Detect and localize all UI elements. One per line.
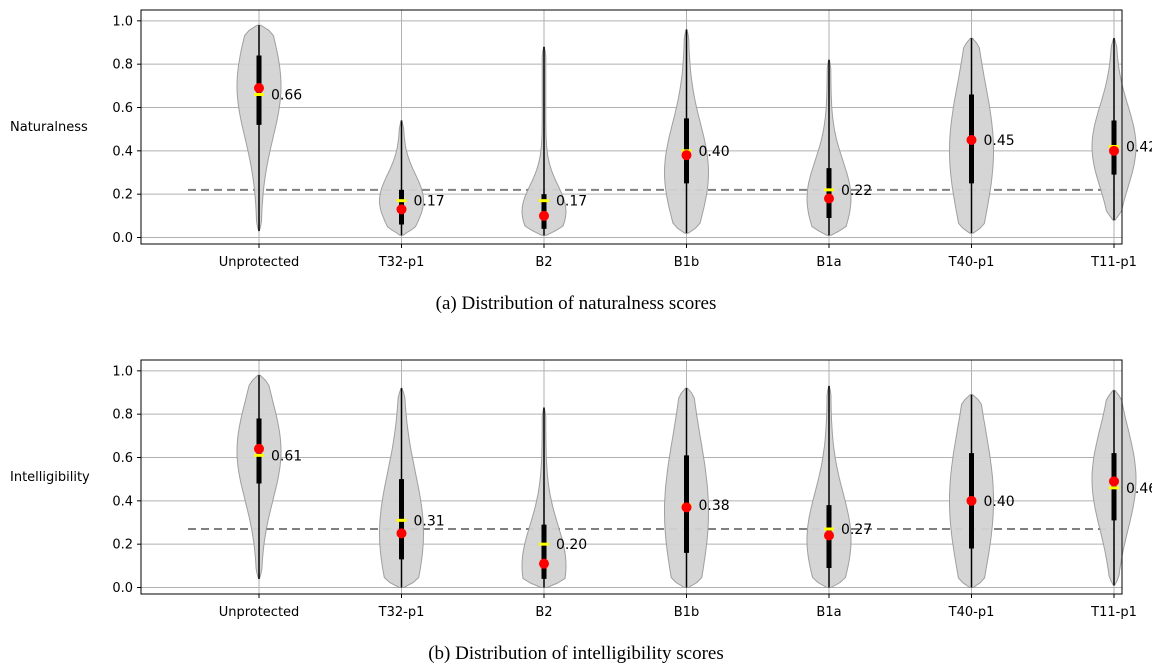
x-tick-label: T40-p1 bbox=[948, 605, 995, 620]
x-tick-label: T11-p1 bbox=[1090, 605, 1137, 620]
mean-value-label: 0.17 bbox=[556, 194, 587, 210]
y-tick-label: 0.8 bbox=[112, 408, 133, 423]
violin-t32-p1: 0.31 bbox=[378, 387, 445, 588]
mean-value-label: 0.40 bbox=[984, 494, 1015, 510]
median-point bbox=[1109, 145, 1119, 156]
mean-value-label: 0.66 bbox=[271, 88, 302, 104]
mean-value-label: 0.27 bbox=[841, 522, 872, 538]
mean-value-label: 0.22 bbox=[841, 183, 872, 199]
caption-b: (b) Distribution of intelligibility scor… bbox=[428, 643, 724, 664]
x-tick-label: Unprotected bbox=[219, 255, 300, 270]
median-point bbox=[966, 495, 977, 506]
naturalness-panel: 0.0 0.2 0.4 0.6 0.8 1.0 Unprotected T32-p1 B2 B1b… bbox=[10, 9, 1152, 270]
x-tick-label: T32-p1 bbox=[378, 605, 425, 620]
y-tick-label: 0.8 bbox=[112, 58, 133, 73]
violin-t11-p1: 0.42 bbox=[1091, 37, 1152, 221]
x-tick-label: B2 bbox=[535, 605, 552, 620]
median-point bbox=[681, 150, 692, 161]
violin-t11-p1: 0.46 bbox=[1091, 389, 1152, 586]
y-tick-label: 0.4 bbox=[112, 494, 133, 509]
x-tick-label: B1b bbox=[674, 605, 699, 620]
y-axis-label: Intelligibility bbox=[10, 470, 90, 485]
median-point bbox=[966, 135, 977, 145]
violin-b1b: 0.38 bbox=[664, 387, 730, 588]
median-point bbox=[539, 210, 549, 221]
x-tick-label: B2 bbox=[535, 255, 552, 270]
violin-t32-p1: 0.17 bbox=[378, 120, 445, 236]
y-tick-label: 0.2 bbox=[112, 538, 133, 553]
x-tick-label: B1a bbox=[816, 255, 841, 270]
median-point bbox=[539, 558, 549, 569]
median-point bbox=[396, 528, 407, 539]
y-tick-label: 0.0 bbox=[112, 581, 133, 596]
mean-value-label: 0.61 bbox=[271, 448, 302, 464]
violin-b2: 0.20 bbox=[521, 407, 587, 588]
axes-frame bbox=[140, 9, 1123, 245]
mean-value-label: 0.17 bbox=[414, 194, 445, 210]
y-tick-label: 0.6 bbox=[112, 451, 133, 466]
mean-value-label: 0.42 bbox=[1126, 140, 1152, 156]
y-axis-label: Naturalness bbox=[10, 120, 88, 135]
x-tick-label: B1a bbox=[816, 605, 841, 620]
median-point bbox=[396, 204, 407, 215]
x-tick-label: T40-p1 bbox=[948, 255, 995, 270]
median-point bbox=[1109, 476, 1119, 487]
y-tick-label: 0.0 bbox=[112, 231, 133, 246]
intelligibility-panel: 0.0 0.2 0.4 0.6 0.8 1.0 Unprotected T32-p1 B2 B1b… bbox=[10, 359, 1152, 620]
median-point bbox=[824, 530, 834, 541]
mean-value-label: 0.46 bbox=[1126, 481, 1152, 497]
violin-b1a: 0.22 bbox=[806, 59, 872, 236]
y-tick-label: 0.4 bbox=[112, 144, 133, 159]
mean-value-label: 0.31 bbox=[414, 513, 445, 529]
violin-b1b: 0.40 bbox=[663, 29, 730, 234]
mean-value-label: 0.38 bbox=[699, 498, 730, 514]
violin-t40-p1: 0.40 bbox=[949, 394, 1015, 588]
violin-t40-p1: 0.45 bbox=[949, 37, 1015, 234]
x-tick-label: Unprotected bbox=[219, 605, 300, 620]
median-point bbox=[824, 193, 834, 204]
axes-frame bbox=[140, 359, 1123, 595]
mean-value-label: 0.20 bbox=[556, 537, 587, 553]
caption-a: (a) Distribution of naturalness scores bbox=[435, 293, 717, 314]
violin-unprotected: 0.61 bbox=[236, 374, 302, 580]
x-tick-label: B1b bbox=[674, 255, 699, 270]
median-point bbox=[254, 443, 264, 454]
x-tick-label: T32-p1 bbox=[378, 255, 425, 270]
violin-b2: 0.17 bbox=[521, 46, 587, 236]
y-tick-label: 0.2 bbox=[112, 188, 133, 203]
median-point bbox=[681, 502, 692, 513]
y-tick-label: 0.6 bbox=[112, 101, 133, 116]
mean-value-label: 0.45 bbox=[984, 133, 1015, 149]
mean-value-label: 0.40 bbox=[699, 144, 730, 160]
y-tick-label: 1.0 bbox=[112, 14, 133, 29]
x-tick-label: T11-p1 bbox=[1090, 255, 1137, 270]
median-point bbox=[254, 83, 264, 93]
violin-unprotected: 0.66 bbox=[236, 24, 302, 232]
y-tick-label: 1.0 bbox=[112, 364, 133, 379]
violin-b1a: 0.27 bbox=[806, 385, 872, 588]
